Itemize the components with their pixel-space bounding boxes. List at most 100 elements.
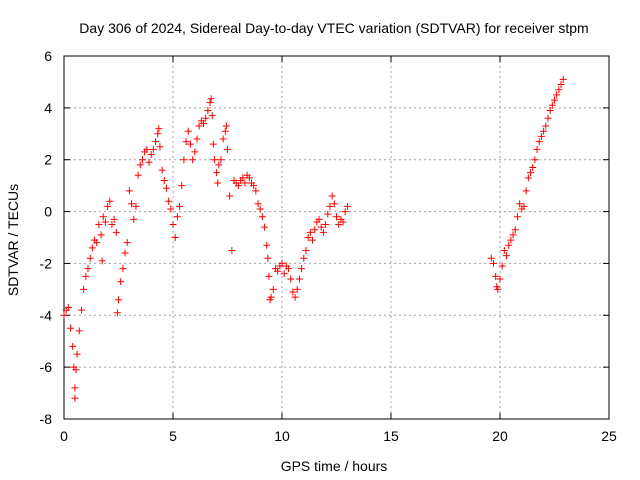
x-tick-label: 25: [601, 428, 617, 444]
y-tick-label: -8: [40, 411, 53, 427]
data-point: [162, 184, 170, 192]
data-point: [278, 259, 286, 267]
data-point: [113, 309, 121, 317]
data-point: [306, 228, 314, 236]
data-point: [154, 130, 162, 138]
y-tick-label: 6: [44, 48, 52, 64]
data-point: [110, 215, 118, 223]
data-point: [529, 163, 537, 171]
data-point: [75, 327, 83, 335]
data-point: [195, 122, 203, 130]
x-tick-label: 20: [492, 428, 508, 444]
data-point: [165, 197, 173, 205]
data-point: [64, 304, 72, 312]
data-point: [239, 174, 247, 182]
data-point: [252, 187, 260, 195]
data-point: [224, 145, 231, 153]
data-point: [123, 239, 131, 247]
data-point: [546, 106, 554, 114]
data-point: [178, 182, 186, 190]
data-point: [302, 246, 310, 254]
data-point: [84, 265, 92, 273]
data-point: [496, 275, 504, 283]
data-point: [553, 91, 561, 99]
data-point: [328, 192, 336, 200]
data-point: [88, 244, 96, 252]
data-point: [213, 169, 221, 177]
grid-lines: [64, 56, 609, 419]
plot-frame: [63, 55, 610, 420]
data-point: [540, 127, 548, 135]
data-point: [134, 171, 142, 179]
data-point: [263, 241, 271, 249]
data-point: [551, 96, 558, 104]
data-point: [265, 272, 273, 280]
x-axis-label: GPS time / hours: [281, 458, 388, 474]
data-point: [500, 246, 508, 254]
data-point: [258, 213, 266, 221]
data-point: [121, 249, 129, 257]
data-point: [184, 127, 192, 135]
data-point: [152, 138, 160, 146]
data-point: [215, 161, 223, 169]
data-point: [524, 174, 532, 182]
data-point: [326, 202, 334, 210]
data-point: [269, 285, 277, 293]
data-point: [217, 156, 225, 164]
data-point: [207, 95, 215, 103]
y-axis-label: SDTVAR / TECUs: [5, 184, 21, 296]
data-point: [108, 221, 116, 229]
data-point: [234, 182, 242, 190]
data-point: [173, 213, 181, 221]
data-point: [256, 205, 264, 213]
data-point: [106, 197, 114, 205]
data-point: [487, 254, 495, 262]
data-point: [160, 176, 168, 184]
y-tick-label: -4: [40, 307, 53, 323]
data-point: [180, 156, 188, 164]
data-point: [112, 228, 120, 236]
data-point: [511, 226, 519, 234]
data-point: [219, 135, 227, 143]
data-point: [210, 156, 218, 164]
y-tick-label: 0: [44, 204, 52, 220]
y-tick-label: -6: [40, 359, 53, 375]
y-tick-label: -2: [40, 255, 53, 271]
data-point: [125, 187, 133, 195]
data-point: [289, 288, 297, 296]
data-point: [503, 252, 511, 260]
data-point: [535, 138, 543, 146]
data-point: [537, 132, 545, 140]
y-tick-label: 4: [44, 100, 52, 116]
data-point: [280, 270, 288, 278]
data-point: [128, 200, 136, 208]
data-point: [544, 114, 552, 122]
data-point: [324, 210, 332, 218]
y-tick-label: 2: [44, 152, 52, 168]
data-point: [71, 384, 79, 392]
data-point: [73, 350, 81, 358]
data-point: [520, 202, 528, 210]
data-point: [311, 226, 319, 234]
data-point: [531, 156, 539, 164]
data-point: [315, 215, 323, 223]
data-point: [341, 208, 349, 216]
data-point: [319, 228, 327, 236]
data-point: [309, 236, 317, 244]
data-point: [339, 218, 347, 226]
data-point: [155, 125, 163, 133]
data-point: [287, 275, 295, 283]
data-point: [555, 86, 563, 94]
data-point: [99, 213, 107, 221]
data-point: [158, 166, 166, 174]
data-point: [136, 161, 144, 169]
data-point: [489, 259, 497, 267]
axis-ticks: 0 5 10 15 20 25 -8 -6 -4 -2 0 2 4 6: [40, 48, 617, 444]
data-point: [132, 202, 140, 210]
data-point: [343, 202, 351, 210]
data-point: [498, 262, 506, 270]
data-point: [527, 169, 535, 177]
data-point: [202, 114, 210, 122]
data-point: [285, 265, 293, 273]
